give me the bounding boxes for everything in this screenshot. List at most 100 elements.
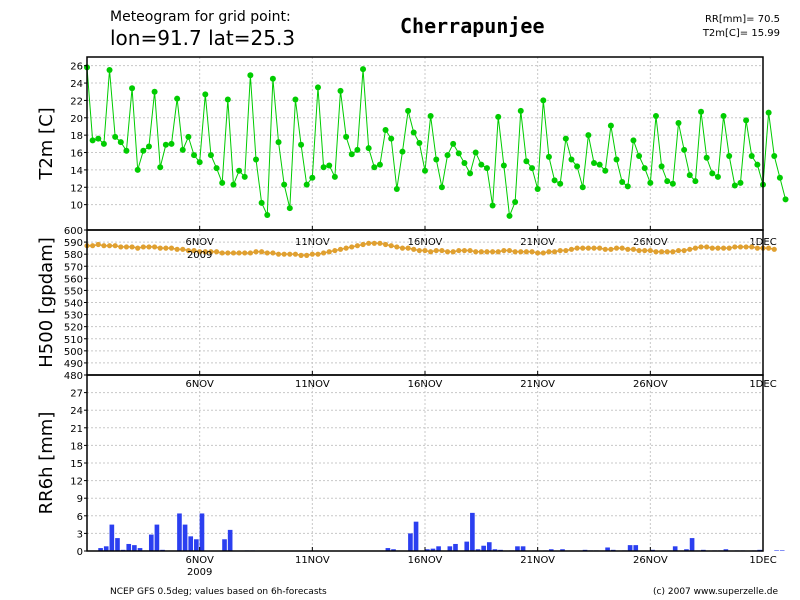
data-point	[197, 249, 203, 255]
data-point	[191, 247, 197, 254]
data-point	[320, 164, 327, 171]
data-point	[157, 164, 164, 171]
data-point	[518, 249, 524, 255]
data-point	[309, 251, 315, 257]
data-point	[726, 153, 733, 159]
data-point	[692, 245, 699, 251]
data-point	[692, 178, 699, 185]
data-point	[168, 140, 175, 147]
data-point	[461, 247, 468, 254]
y-tick-label: 500	[64, 347, 83, 358]
rain-bar	[486, 542, 492, 551]
data-point	[647, 179, 654, 186]
data-point	[287, 251, 293, 257]
data-point	[309, 174, 316, 181]
data-point	[382, 126, 389, 133]
data-point	[467, 247, 473, 254]
y-tick-label: 6	[77, 512, 83, 523]
y-tick-label: 0	[77, 547, 83, 558]
data-point	[681, 146, 688, 153]
data-point	[664, 249, 670, 255]
y-tick-label: 580	[64, 250, 83, 261]
data-point	[118, 244, 124, 250]
data-point	[275, 139, 282, 146]
rain-bar	[98, 548, 103, 551]
data-point	[704, 244, 710, 250]
data-point	[146, 244, 152, 250]
data-point	[512, 249, 518, 255]
data-point	[382, 241, 389, 248]
data-point	[703, 154, 710, 161]
rain-bar	[520, 546, 526, 551]
data-point	[551, 249, 558, 255]
data-point	[715, 245, 721, 251]
data-point	[89, 137, 96, 144]
data-point	[562, 135, 569, 142]
data-point	[433, 247, 439, 254]
data-point	[224, 96, 231, 103]
data-point	[557, 180, 564, 187]
x-tick-label: 11NOV	[295, 555, 330, 566]
rain-bar	[182, 524, 188, 551]
data-point	[354, 146, 361, 153]
data-point	[534, 186, 541, 192]
data-point	[321, 250, 327, 256]
data-point	[275, 251, 282, 257]
data-point	[467, 170, 474, 177]
data-point	[624, 183, 631, 190]
data-point	[152, 244, 158, 250]
rain-bar	[475, 549, 481, 551]
data-point	[580, 245, 586, 251]
y-tick-label: 22	[70, 96, 83, 107]
rain-bar	[672, 546, 678, 551]
rain-bar	[633, 545, 639, 551]
data-point	[428, 249, 434, 255]
rain-bar	[154, 524, 160, 551]
data-point	[163, 245, 169, 251]
data-point	[596, 161, 603, 168]
data-point	[292, 251, 299, 257]
rr6h-panel: 0 3 6 9 12 15 18 21 24 27 6NOV 11NOV 16NOV 21NOV 26NOV…	[36, 374, 785, 578]
data-point	[517, 107, 524, 114]
data-point	[219, 250, 225, 256]
data-point	[247, 250, 253, 256]
data-point	[180, 246, 186, 252]
data-point	[754, 161, 761, 168]
data-point	[613, 156, 620, 163]
data-point	[438, 184, 445, 191]
x-year-label: 2009	[187, 567, 212, 578]
rain-bar	[413, 521, 419, 551]
data-point	[410, 129, 417, 136]
rain-bar	[132, 545, 137, 551]
y-tick-label: 540	[64, 299, 83, 310]
data-point	[647, 247, 653, 254]
data-point	[607, 122, 614, 129]
data-point	[495, 113, 502, 120]
data-point	[500, 162, 507, 169]
data-point	[422, 167, 428, 174]
y-tick-label: 26	[70, 62, 83, 73]
data-point	[140, 244, 146, 250]
y-tick-label: 590	[64, 238, 83, 249]
data-point	[737, 244, 744, 250]
data-point	[748, 153, 755, 159]
data-point	[585, 132, 592, 139]
data-point	[743, 117, 750, 124]
x-year-label: 2009	[187, 250, 212, 261]
data-point	[151, 88, 158, 95]
data-point	[529, 249, 535, 255]
y-tick-label: 18	[70, 441, 83, 452]
data-point	[512, 199, 519, 206]
data-point	[264, 212, 271, 219]
data-point	[258, 199, 265, 206]
data-point	[241, 173, 248, 180]
data-point	[135, 245, 141, 251]
t2m-mean: T2m[C]= 15.99	[702, 28, 780, 39]
data-point	[483, 165, 490, 172]
rain-bar	[194, 539, 199, 551]
rain-bar	[627, 545, 633, 551]
data-point	[754, 245, 760, 251]
x-tick-label: 1DEC	[749, 555, 776, 566]
data-point	[726, 245, 732, 251]
